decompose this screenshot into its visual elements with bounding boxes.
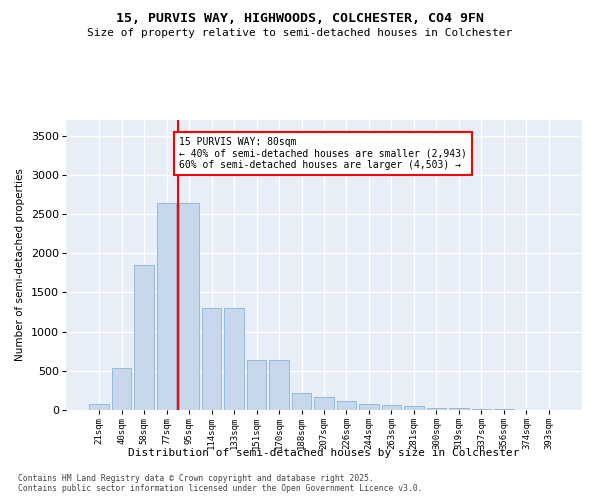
Bar	[337, 400, 356, 410]
Text: Distribution of semi-detached houses by size in Colchester: Distribution of semi-detached houses by …	[128, 448, 520, 458]
Bar	[472, 409, 491, 410]
Text: Contains public sector information licensed under the Open Government Licence v3: Contains public sector information licen…	[18, 484, 422, 493]
Text: Size of property relative to semi-detached houses in Colchester: Size of property relative to semi-detach…	[88, 28, 512, 38]
Bar	[494, 409, 514, 410]
Bar	[112, 368, 131, 410]
Bar	[292, 393, 311, 410]
Bar	[247, 360, 266, 410]
Text: 15 PURVIS WAY: 80sqm
← 40% of semi-detached houses are smaller (2,943)
60% of se: 15 PURVIS WAY: 80sqm ← 40% of semi-detac…	[179, 137, 467, 170]
Bar	[382, 406, 401, 410]
Bar	[314, 398, 334, 410]
Bar	[89, 404, 109, 410]
Bar	[202, 308, 221, 410]
Bar	[224, 308, 244, 410]
Bar	[427, 408, 446, 410]
Bar	[359, 404, 379, 410]
Bar	[449, 408, 469, 410]
Bar	[404, 406, 424, 410]
Bar	[134, 265, 154, 410]
Bar	[269, 360, 289, 410]
Y-axis label: Number of semi-detached properties: Number of semi-detached properties	[16, 168, 25, 362]
Bar	[179, 203, 199, 410]
Text: Contains HM Land Registry data © Crown copyright and database right 2025.: Contains HM Land Registry data © Crown c…	[18, 474, 374, 483]
Text: 15, PURVIS WAY, HIGHWOODS, COLCHESTER, CO4 9FN: 15, PURVIS WAY, HIGHWOODS, COLCHESTER, C…	[116, 12, 484, 26]
Bar	[157, 203, 176, 410]
